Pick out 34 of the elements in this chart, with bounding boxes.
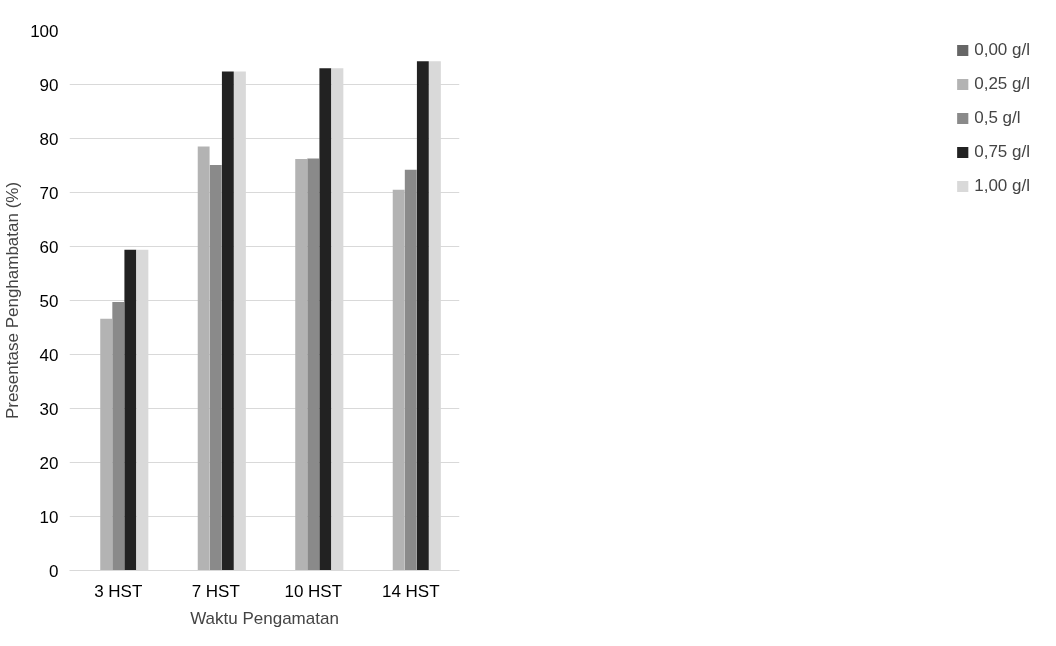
y-tick-label: 60	[39, 237, 59, 257]
bar	[112, 302, 125, 571]
legend-label: 0,5 g/l	[974, 108, 1021, 128]
y-tick-label: 90	[39, 75, 59, 95]
y-tick-label: 70	[39, 183, 59, 203]
bar	[124, 249, 137, 571]
x-tick-label: 7 HST	[191, 581, 240, 601]
y-tick-label: 0	[49, 561, 59, 581]
x-tick-label: 3 HST	[94, 581, 143, 601]
x-axis-title: Waktu Pengamatan	[190, 608, 339, 628]
legend-label: 1,00 g/l	[974, 176, 1030, 196]
legend-label: 0,00 g/l	[974, 40, 1030, 60]
bar	[307, 158, 320, 571]
y-tick-label: 20	[39, 453, 59, 473]
bar	[416, 61, 429, 571]
bar	[392, 189, 405, 571]
y-tick-label: 80	[39, 129, 59, 149]
y-tick-label: 10	[39, 507, 59, 527]
x-tick-label: 14 HST	[381, 581, 440, 601]
bar	[404, 169, 417, 571]
bar	[100, 318, 113, 571]
y-tick-label: 40	[39, 345, 59, 365]
y-tick-label: 100	[30, 21, 59, 41]
y-tick-label: 30	[39, 399, 59, 419]
bar	[209, 164, 222, 571]
legend-label: 0,75 g/l	[974, 142, 1030, 162]
bar	[295, 159, 308, 571]
legend-label: 0,25 g/l	[974, 74, 1030, 94]
y-axis-title: Presentase Penghambatan (%)	[3, 181, 23, 420]
bar	[197, 146, 210, 571]
bar	[319, 68, 332, 571]
y-tick-label: 50	[39, 291, 59, 311]
x-tick-label: 10 HST	[284, 581, 343, 601]
bar	[221, 71, 234, 571]
